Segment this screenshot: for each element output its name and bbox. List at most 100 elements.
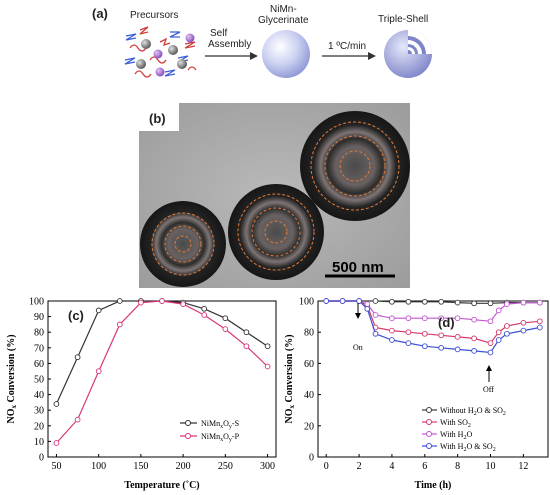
data-point-nimn_p (74, 416, 81, 423)
data-point-nimn_p (53, 440, 60, 446)
precursors-illustration (124, 26, 197, 78)
series-line-h2o (326, 300, 540, 322)
y-tick-label: 60 (34, 359, 44, 370)
data-point-h2o_so2 (421, 343, 428, 350)
x-tick-label: 300 (260, 461, 275, 472)
data-point-nimn_s (201, 305, 208, 312)
data-point-nimn_s (74, 354, 81, 361)
hollow-sphere-large (300, 111, 410, 221)
legend-label-h2o: With H2O (440, 430, 472, 441)
ligand-red-3 (159, 37, 171, 47)
data-point-h2o_so2 (471, 348, 477, 354)
y-tick-label: 90 (34, 312, 44, 323)
data-point-so2 (471, 335, 477, 342)
data-point-nimn_p (180, 301, 186, 307)
self-assembly-line-2: Assembly (208, 39, 251, 50)
panel-c-chart: 0 10 20 30 40 50 60 70 80 90 100 50 100 150 200 250 300… (6, 297, 277, 491)
panel-d-x-axis: 0 2 4 6 8 10 12 (324, 454, 528, 472)
data-point-so2 (487, 340, 494, 346)
ligand-red-7 (187, 66, 197, 71)
metal-atom-4 (136, 59, 146, 69)
x-tick-label: 150 (133, 461, 148, 472)
data-point-h2o_so2 (405, 340, 412, 346)
data-point-h2o_so2 (438, 344, 445, 351)
data-point-nimn_p (222, 326, 229, 332)
legend-marker-so2 (426, 419, 432, 425)
legend-label-so2: With SO2 (440, 418, 471, 429)
panel-c-x-axis-title: Temperature (˚C) (124, 480, 199, 491)
y-tick-label: 20 (304, 421, 314, 432)
x-tick-label: 4 (389, 461, 394, 472)
data-point-nimn_s (243, 329, 250, 336)
panel-c-x-axis: 50 100 150 200 250 300 (51, 454, 275, 472)
ligand-red-2 (129, 44, 147, 52)
ligand-red-6 (134, 70, 152, 78)
panel-d-y-axis: 0 20 40 60 80 100 (299, 297, 321, 464)
data-point-h2o (421, 315, 428, 322)
data-point-h2o_so2 (339, 298, 346, 304)
data-point-without (372, 298, 379, 304)
data-point-without (471, 300, 477, 307)
y-tick-label: 20 (34, 421, 44, 432)
x-tick-label: 0 (324, 461, 329, 472)
data-point-nimn_s (95, 307, 102, 314)
nimn-line-2: Glycerinate (258, 15, 309, 26)
series-line-h2o_so2 (326, 300, 540, 354)
data-point-h2o_so2 (536, 324, 543, 331)
ligand-red-5 (149, 56, 167, 64)
y-tick-label: 40 (304, 390, 314, 401)
data-point-nimn_p (159, 298, 165, 304)
metal-atom-3 (153, 49, 163, 59)
y-tick-label: 80 (34, 328, 44, 339)
y-tick-label: 60 (304, 359, 314, 370)
panel-b-tem-image: (b) 500 nm (139, 103, 410, 288)
x-tick-label: 100 (91, 461, 106, 472)
data-point-h2o (520, 299, 527, 306)
x-tick-label: 50 (51, 461, 61, 472)
panel-d-label: (d) (438, 315, 455, 330)
legend-marker-h2o-so2 (426, 443, 432, 449)
data-point-without (405, 298, 412, 305)
calcination-rate-label: 1 ºC/min (328, 41, 366, 52)
legend-marker-h2o (426, 431, 432, 437)
x-tick-label: 10 (486, 461, 496, 472)
data-point-so2 (454, 334, 461, 340)
self-assembly-line-1: Self (210, 28, 227, 39)
data-point-without (389, 298, 395, 305)
data-point-h2o_so2 (504, 330, 510, 337)
y-tick-label: 30 (34, 406, 44, 417)
legend-label-nimn-p: NiMnxOy-P (201, 432, 240, 443)
precursors-label: Precursors (130, 10, 178, 21)
panel-c-series (53, 298, 271, 446)
panel-d-legend: Without H2O & SO2 With SO2 With H2O With… (422, 406, 506, 453)
y-tick-label: 70 (34, 343, 44, 354)
panel-c-plot-frame (47, 300, 277, 458)
data-point-without (454, 299, 461, 306)
x-tick-label: 200 (176, 461, 191, 472)
nimn-glycerinate-label: NiMn- Glycerinate (258, 4, 309, 26)
y-tick-label: 10 (34, 437, 44, 448)
data-point-h2o (471, 316, 477, 323)
annotation-off-arrowhead (486, 365, 492, 371)
y-tick-label: 0 (39, 453, 44, 464)
data-point-h2o_so2 (323, 298, 330, 304)
ligand-blue-3 (124, 57, 136, 65)
legend-marker-without (426, 407, 432, 413)
data-point-h2o_so2 (520, 327, 527, 334)
panel-d-x-axis-title: Time (h) (415, 480, 452, 491)
data-point-h2o (372, 312, 379, 318)
data-point-h2o (487, 318, 494, 325)
ligand-blue-5 (164, 69, 176, 77)
data-point-without (438, 298, 445, 305)
x-tick-label: 6 (422, 461, 427, 472)
nimn-line-1: NiMn- (270, 4, 297, 15)
self-assembly-label: Self Assembly (208, 28, 251, 50)
data-point-so2 (421, 330, 428, 337)
triple-shell-label: Triple-Shell (378, 14, 428, 25)
ligand-blue-2 (169, 31, 181, 38)
panel-d-chart: 0 20 40 60 80 100 0 2 4 6 8 10 12 (d) On Off Withou… (284, 297, 549, 491)
data-point-nimn_p (95, 368, 102, 375)
y-tick-label: 50 (34, 375, 44, 386)
annotation-off: Off (483, 365, 494, 394)
